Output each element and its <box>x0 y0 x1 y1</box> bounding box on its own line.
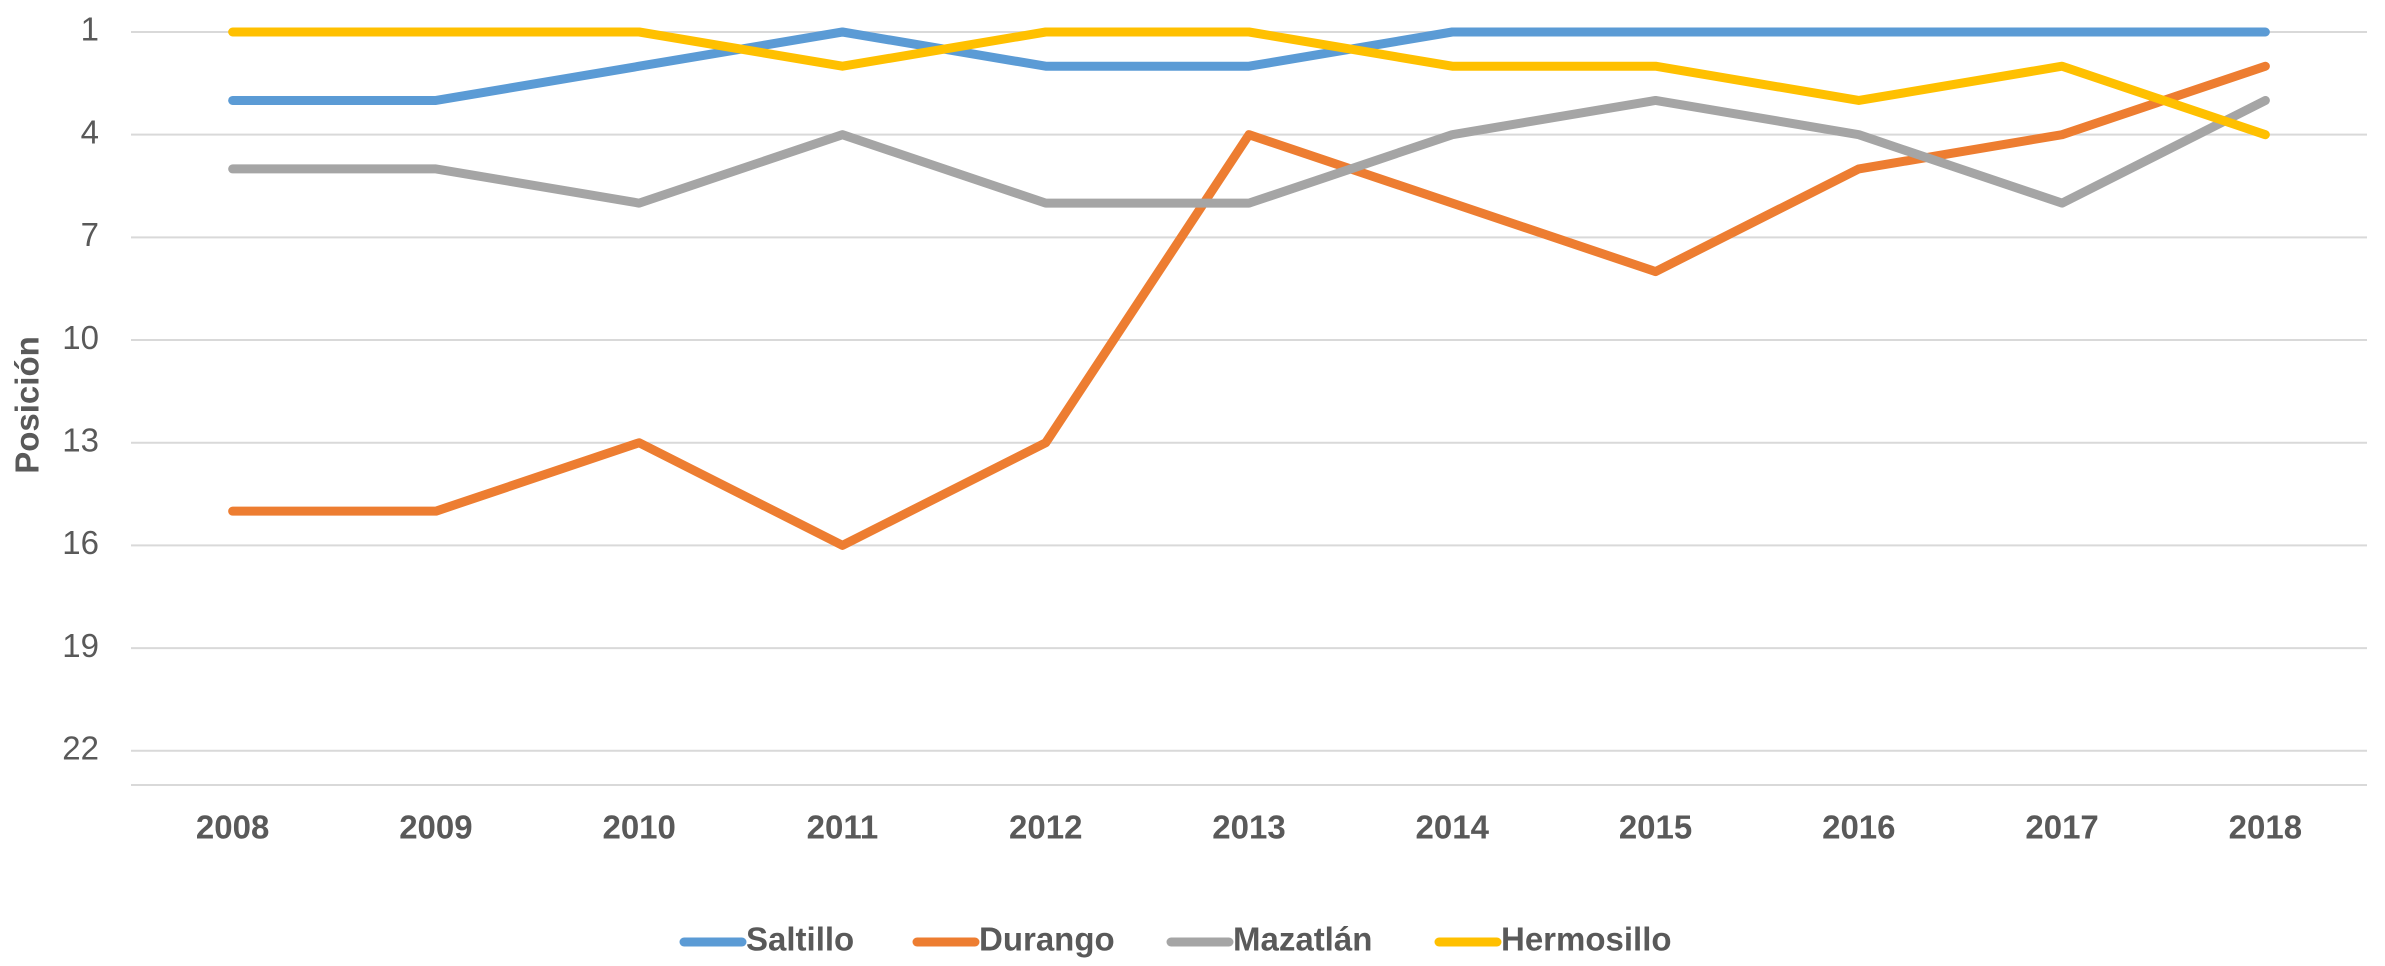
legend-label: Hermosillo <box>1501 921 1672 958</box>
x-tick-label: 2015 <box>1619 809 1692 846</box>
y-tick-label: 4 <box>81 113 99 150</box>
x-tick-label: 2010 <box>602 809 675 846</box>
series-line <box>228 61 2270 550</box>
x-tick-label: 2013 <box>1212 809 1285 846</box>
x-tick-label: 2016 <box>1822 809 1895 846</box>
legend-label: Durango <box>979 921 1115 958</box>
y-tick-label: 1 <box>81 11 99 48</box>
series-line <box>228 27 2270 140</box>
x-tick-label: 2009 <box>399 809 472 846</box>
y-tick-label: 10 <box>62 319 99 356</box>
y-tick-label: 19 <box>62 627 99 664</box>
series-line <box>228 95 2270 208</box>
x-tick-label: 2008 <box>196 809 269 846</box>
series-line <box>228 27 2270 105</box>
y-tick-label: 13 <box>62 421 99 458</box>
x-tick-label: 2017 <box>2025 809 2098 846</box>
legend-label: Mazatlán <box>1233 921 1372 958</box>
x-tick-label: 2018 <box>2229 809 2302 846</box>
y-axis-title: Posición <box>9 336 46 474</box>
x-tick-label: 2014 <box>1416 809 1490 846</box>
legend-label: Saltillo <box>746 921 854 958</box>
y-tick-label: 16 <box>62 524 99 561</box>
y-tick-label: 7 <box>81 216 99 253</box>
x-tick-label: 2012 <box>1009 809 1082 846</box>
x-tick-label: 2011 <box>807 809 879 846</box>
y-tick-label: 22 <box>62 729 99 766</box>
